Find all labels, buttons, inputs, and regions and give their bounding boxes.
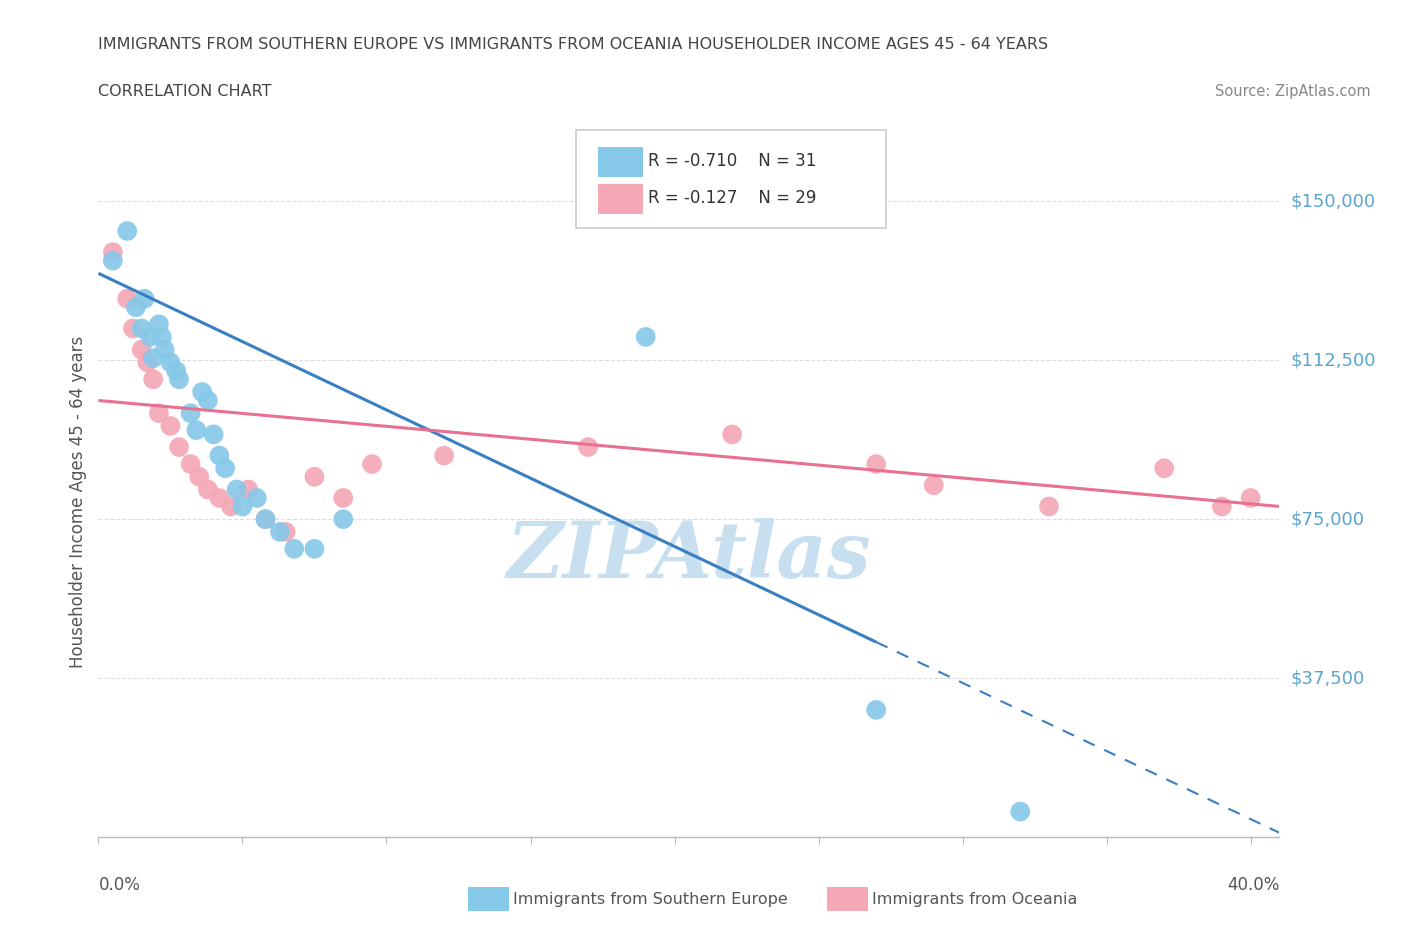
Point bbox=[246, 490, 269, 505]
Point bbox=[208, 448, 231, 463]
Point bbox=[131, 342, 153, 357]
Point bbox=[148, 317, 170, 332]
Text: R = -0.127    N = 29: R = -0.127 N = 29 bbox=[648, 189, 817, 207]
Point bbox=[576, 440, 599, 455]
Text: 40.0%: 40.0% bbox=[1227, 876, 1279, 894]
Point bbox=[153, 342, 176, 357]
Point bbox=[165, 364, 187, 379]
Point bbox=[225, 482, 247, 497]
Point bbox=[115, 291, 138, 306]
Point bbox=[219, 499, 242, 514]
Point bbox=[208, 490, 231, 505]
Point bbox=[214, 461, 236, 476]
Point bbox=[167, 440, 190, 455]
Point bbox=[1010, 804, 1032, 819]
Text: R = -0.710    N = 31: R = -0.710 N = 31 bbox=[648, 152, 817, 170]
Point bbox=[188, 470, 211, 485]
Text: $75,000: $75,000 bbox=[1291, 511, 1365, 528]
Point bbox=[304, 470, 326, 485]
Point bbox=[125, 299, 148, 314]
Point bbox=[202, 427, 225, 442]
Point bbox=[101, 253, 124, 268]
Point bbox=[865, 702, 887, 717]
Point bbox=[159, 355, 181, 370]
Y-axis label: Householder Income Ages 45 - 64 years: Householder Income Ages 45 - 64 years bbox=[69, 336, 87, 669]
Point bbox=[1240, 490, 1263, 505]
Point bbox=[269, 525, 291, 539]
Point bbox=[142, 372, 165, 387]
Point bbox=[865, 457, 887, 472]
Point bbox=[167, 372, 190, 387]
Point bbox=[254, 512, 277, 526]
Point bbox=[721, 427, 744, 442]
Point bbox=[361, 457, 384, 472]
Point bbox=[332, 490, 354, 505]
Point bbox=[186, 423, 208, 438]
Point bbox=[122, 321, 145, 336]
Point bbox=[101, 245, 124, 259]
Point bbox=[433, 448, 456, 463]
Point bbox=[150, 329, 173, 344]
Point bbox=[197, 393, 219, 408]
Text: Immigrants from Oceania: Immigrants from Oceania bbox=[872, 892, 1077, 907]
Point bbox=[1211, 499, 1233, 514]
Point bbox=[191, 385, 214, 400]
Point bbox=[1153, 461, 1175, 476]
Point bbox=[238, 482, 260, 497]
Text: ZIPAtlas: ZIPAtlas bbox=[506, 517, 872, 594]
Point bbox=[304, 541, 326, 556]
Point bbox=[131, 321, 153, 336]
Point bbox=[634, 329, 657, 344]
Point bbox=[139, 329, 162, 344]
Point bbox=[254, 512, 277, 526]
Point bbox=[142, 351, 165, 365]
Point bbox=[159, 418, 181, 433]
Text: CORRELATION CHART: CORRELATION CHART bbox=[98, 84, 271, 99]
Point bbox=[136, 355, 159, 370]
Point bbox=[332, 512, 354, 526]
Text: $37,500: $37,500 bbox=[1291, 669, 1365, 687]
Text: $150,000: $150,000 bbox=[1291, 193, 1375, 210]
Point bbox=[115, 223, 138, 238]
Text: Source: ZipAtlas.com: Source: ZipAtlas.com bbox=[1215, 84, 1371, 99]
Text: $112,500: $112,500 bbox=[1291, 352, 1376, 369]
Point bbox=[148, 405, 170, 420]
Point bbox=[1038, 499, 1060, 514]
Point bbox=[180, 405, 202, 420]
Point bbox=[197, 482, 219, 497]
Point bbox=[231, 499, 253, 514]
Point bbox=[283, 541, 305, 556]
Text: 0.0%: 0.0% bbox=[98, 876, 141, 894]
Text: IMMIGRANTS FROM SOUTHERN EUROPE VS IMMIGRANTS FROM OCEANIA HOUSEHOLDER INCOME AG: IMMIGRANTS FROM SOUTHERN EUROPE VS IMMIG… bbox=[98, 37, 1049, 52]
Point bbox=[180, 457, 202, 472]
Text: Immigrants from Southern Europe: Immigrants from Southern Europe bbox=[513, 892, 787, 907]
Point bbox=[134, 291, 156, 306]
Point bbox=[274, 525, 297, 539]
Point bbox=[922, 478, 945, 493]
